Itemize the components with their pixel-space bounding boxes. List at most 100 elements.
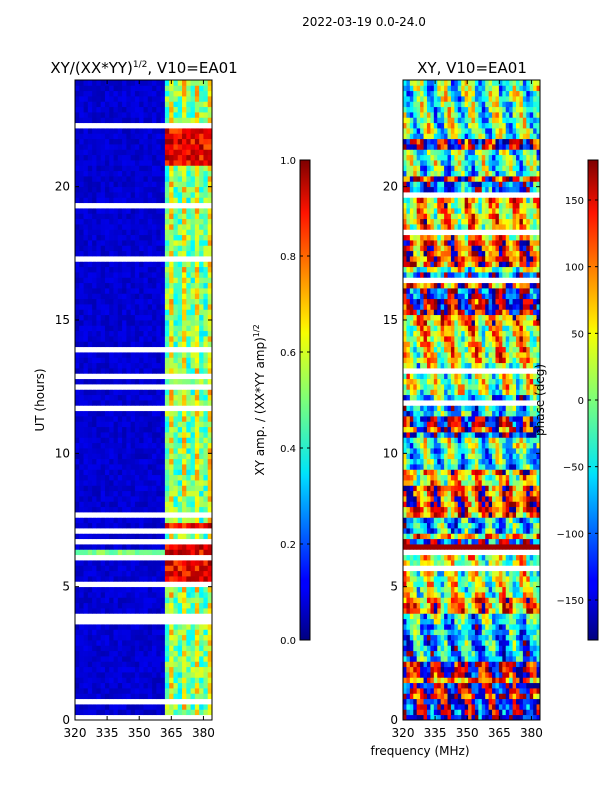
- heatmap-cell: [143, 469, 149, 476]
- heatmap-cell: [468, 650, 472, 657]
- heatmap-cell: [83, 405, 89, 412]
- heatmap-cell: [75, 106, 80, 113]
- heatmap-cell: [440, 714, 445, 720]
- heatmap-cell: [199, 661, 204, 668]
- heatmap-cell: [186, 117, 191, 124]
- heatmap-cell: [502, 608, 507, 614]
- heatmap-cell: [143, 298, 149, 305]
- heatmap-cell: [474, 608, 479, 614]
- heatmap-cell: [100, 176, 106, 182]
- heatmap-cell: [87, 442, 93, 449]
- heatmap-cell: [182, 133, 187, 140]
- heatmap-cell: [160, 80, 166, 86]
- heatmap-cell: [447, 714, 452, 720]
- heatmap-cell: [186, 688, 191, 694]
- heatmap-cell: [152, 122, 157, 129]
- heatmap-cell: [83, 197, 89, 204]
- heatmap-cell: [164, 197, 170, 204]
- heatmap-cell: [117, 618, 123, 625]
- heatmap-cell: [164, 325, 170, 332]
- heatmap-cell: [207, 240, 212, 246]
- heatmap-cell: [75, 469, 80, 476]
- heatmap-cell: [194, 592, 200, 598]
- heatmap-cell: [190, 256, 196, 262]
- heatmap-cell: [190, 117, 196, 124]
- heatmap-cell: [199, 522, 204, 529]
- heatmap-cell: [468, 629, 472, 636]
- heatmap-cell: [164, 432, 170, 438]
- heatmap-cell: [156, 533, 162, 540]
- heatmap-cell: [134, 560, 140, 566]
- heatmap-cell: [122, 192, 127, 198]
- heatmap-cell: [152, 170, 157, 177]
- heatmap-cell: [87, 378, 93, 385]
- heatmap-cell: [203, 362, 209, 369]
- heatmap-cell: [134, 272, 140, 278]
- heatmap-cell: [471, 709, 476, 716]
- heatmap-cell: [177, 282, 183, 289]
- heatmap-cell: [109, 346, 114, 353]
- heatmap-cell: [83, 624, 89, 630]
- heatmap-cell: [117, 384, 123, 390]
- heatmap-cell: [173, 682, 179, 689]
- heatmap-cell: [403, 597, 407, 604]
- heatmap-cell: [164, 261, 170, 268]
- heatmap-cell: [207, 128, 212, 134]
- heatmap-cell: [117, 282, 123, 289]
- heatmap-cell: [130, 512, 136, 518]
- heatmap-cell: [426, 597, 431, 604]
- heatmap-cell: [194, 512, 200, 518]
- heatmap-cell: [100, 677, 106, 684]
- heatmap-cell: [152, 240, 157, 246]
- heatmap-cell: [143, 714, 149, 720]
- heatmap-cell: [190, 240, 196, 246]
- heatmap-cell: [207, 704, 212, 710]
- heatmap-cell: [173, 501, 179, 508]
- heatmap-cell: [134, 672, 140, 678]
- heatmap-cell: [139, 437, 144, 444]
- heatmap-cell: [169, 394, 174, 401]
- heatmap-cell: [130, 160, 136, 166]
- heatmap-cell: [190, 234, 196, 241]
- heatmap-cell: [182, 448, 187, 454]
- heatmap-cell: [75, 197, 80, 204]
- heatmap-cell: [194, 501, 200, 508]
- heatmap-cell: [79, 597, 84, 604]
- heatmap-cell: [100, 341, 106, 348]
- heatmap-cell: [512, 576, 517, 582]
- heatmap-cell: [143, 693, 149, 700]
- heatmap-cell: [104, 90, 110, 97]
- heatmap-cell: [207, 341, 212, 348]
- heatmap-cell: [430, 602, 435, 609]
- heatmap-cell: [156, 224, 162, 230]
- heatmap-cell: [117, 677, 123, 684]
- heatmap-cell: [495, 714, 500, 720]
- heatmap-cell: [416, 645, 421, 652]
- heatmap-cell: [495, 688, 500, 694]
- heatmap-cell: [152, 533, 157, 540]
- heatmap-cell: [139, 522, 144, 529]
- heatmap-cell: [199, 325, 204, 332]
- heatmap-cell: [533, 666, 537, 673]
- heatmap-cell: [199, 656, 204, 662]
- heatmap-cell: [177, 186, 183, 193]
- heatmap-cell: [109, 592, 114, 598]
- heatmap-cell: [143, 261, 149, 268]
- heatmap-cell: [100, 453, 106, 460]
- heatmap-cell: [143, 304, 149, 310]
- colorbar-tick-label: 0.6: [280, 348, 296, 359]
- heatmap-cell: [203, 288, 209, 294]
- heatmap-cell: [104, 581, 110, 588]
- heatmap-cell: [526, 688, 531, 694]
- heatmap-cell: [96, 176, 102, 182]
- heatmap-cell: [160, 661, 166, 668]
- heatmap-cell: [143, 602, 149, 609]
- heatmap-cell: [109, 154, 114, 161]
- chart1-ylabel: UT (hours): [33, 368, 47, 431]
- heatmap-cell: [147, 656, 153, 662]
- heatmap-cell: [104, 496, 110, 502]
- heatmap-cell: [83, 218, 89, 225]
- heatmap-cell: [423, 672, 428, 678]
- heatmap-cell: [203, 442, 209, 449]
- heatmap-cell: [190, 272, 196, 278]
